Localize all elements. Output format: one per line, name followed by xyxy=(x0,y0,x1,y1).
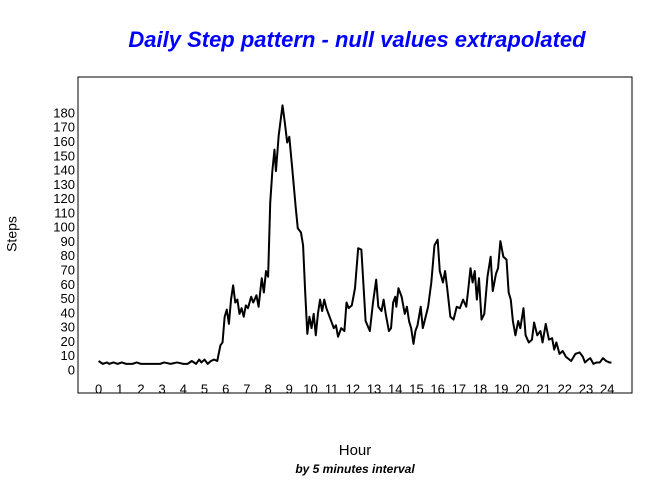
x-tick-label: 5 xyxy=(201,381,208,396)
x-tick-label: 6 xyxy=(222,381,229,396)
x-tick-label: 2 xyxy=(137,381,144,396)
x-tick-label: 3 xyxy=(159,381,166,396)
chart-title: Daily Step pattern - null values extrapo… xyxy=(128,27,586,52)
y-tick-label: 70 xyxy=(61,262,75,277)
y-tick-label: 60 xyxy=(61,277,75,292)
y-tick-label: 50 xyxy=(61,291,75,306)
x-axis-label: Hour xyxy=(339,442,372,459)
y-tick-label: 140 xyxy=(53,163,75,178)
y-tick-label: 170 xyxy=(53,120,75,135)
x-tick-label: 20 xyxy=(515,381,529,396)
x-tick-label: 13 xyxy=(367,381,381,396)
x-tick-label: 18 xyxy=(473,381,487,396)
x-tick-label: 15 xyxy=(409,381,423,396)
x-tick-label: 19 xyxy=(494,381,508,396)
x-tick-label: 11 xyxy=(325,381,339,396)
plot-frame xyxy=(77,76,633,394)
x-tick-label: 23 xyxy=(579,381,593,396)
x-tick-label: 4 xyxy=(180,381,187,396)
x-tick-label: 14 xyxy=(388,381,402,396)
y-tick-label: 20 xyxy=(61,334,75,349)
y-tick-label: 90 xyxy=(61,234,75,249)
y-tick-label: 120 xyxy=(53,191,75,206)
chart-subtitle: by 5 minutes interval xyxy=(295,462,415,476)
y-axis-label: Steps xyxy=(4,216,20,252)
y-tick-label: 160 xyxy=(53,134,75,149)
x-tick-label: 1 xyxy=(116,381,123,396)
y-tick-label: 130 xyxy=(53,177,75,192)
x-tick-label: 22 xyxy=(558,381,572,396)
data-line xyxy=(98,104,612,365)
x-tick-label: 8 xyxy=(264,381,271,396)
x-tick-label: 16 xyxy=(430,381,444,396)
y-tick-label: 180 xyxy=(53,105,75,120)
x-tick-label: 7 xyxy=(243,381,250,396)
x-tick-label: 9 xyxy=(286,381,293,396)
y-tick-label: 30 xyxy=(61,320,75,335)
x-tick-label: 10 xyxy=(303,381,317,396)
x-tick-label: 0 xyxy=(95,381,102,396)
x-tick-label: 17 xyxy=(452,381,466,396)
y-tick-label: 150 xyxy=(53,148,75,163)
y-tick-label: 110 xyxy=(54,205,75,220)
y-tick-label: 40 xyxy=(61,305,75,320)
x-tick-label: 24 xyxy=(600,381,614,396)
x-tick-label: 21 xyxy=(536,381,550,396)
y-tick-label: 10 xyxy=(61,348,75,363)
y-tick-label: 100 xyxy=(53,220,75,235)
y-tick-label: 0 xyxy=(68,362,75,377)
x-tick-label: 12 xyxy=(346,381,360,396)
y-tick-label: 80 xyxy=(61,248,75,263)
